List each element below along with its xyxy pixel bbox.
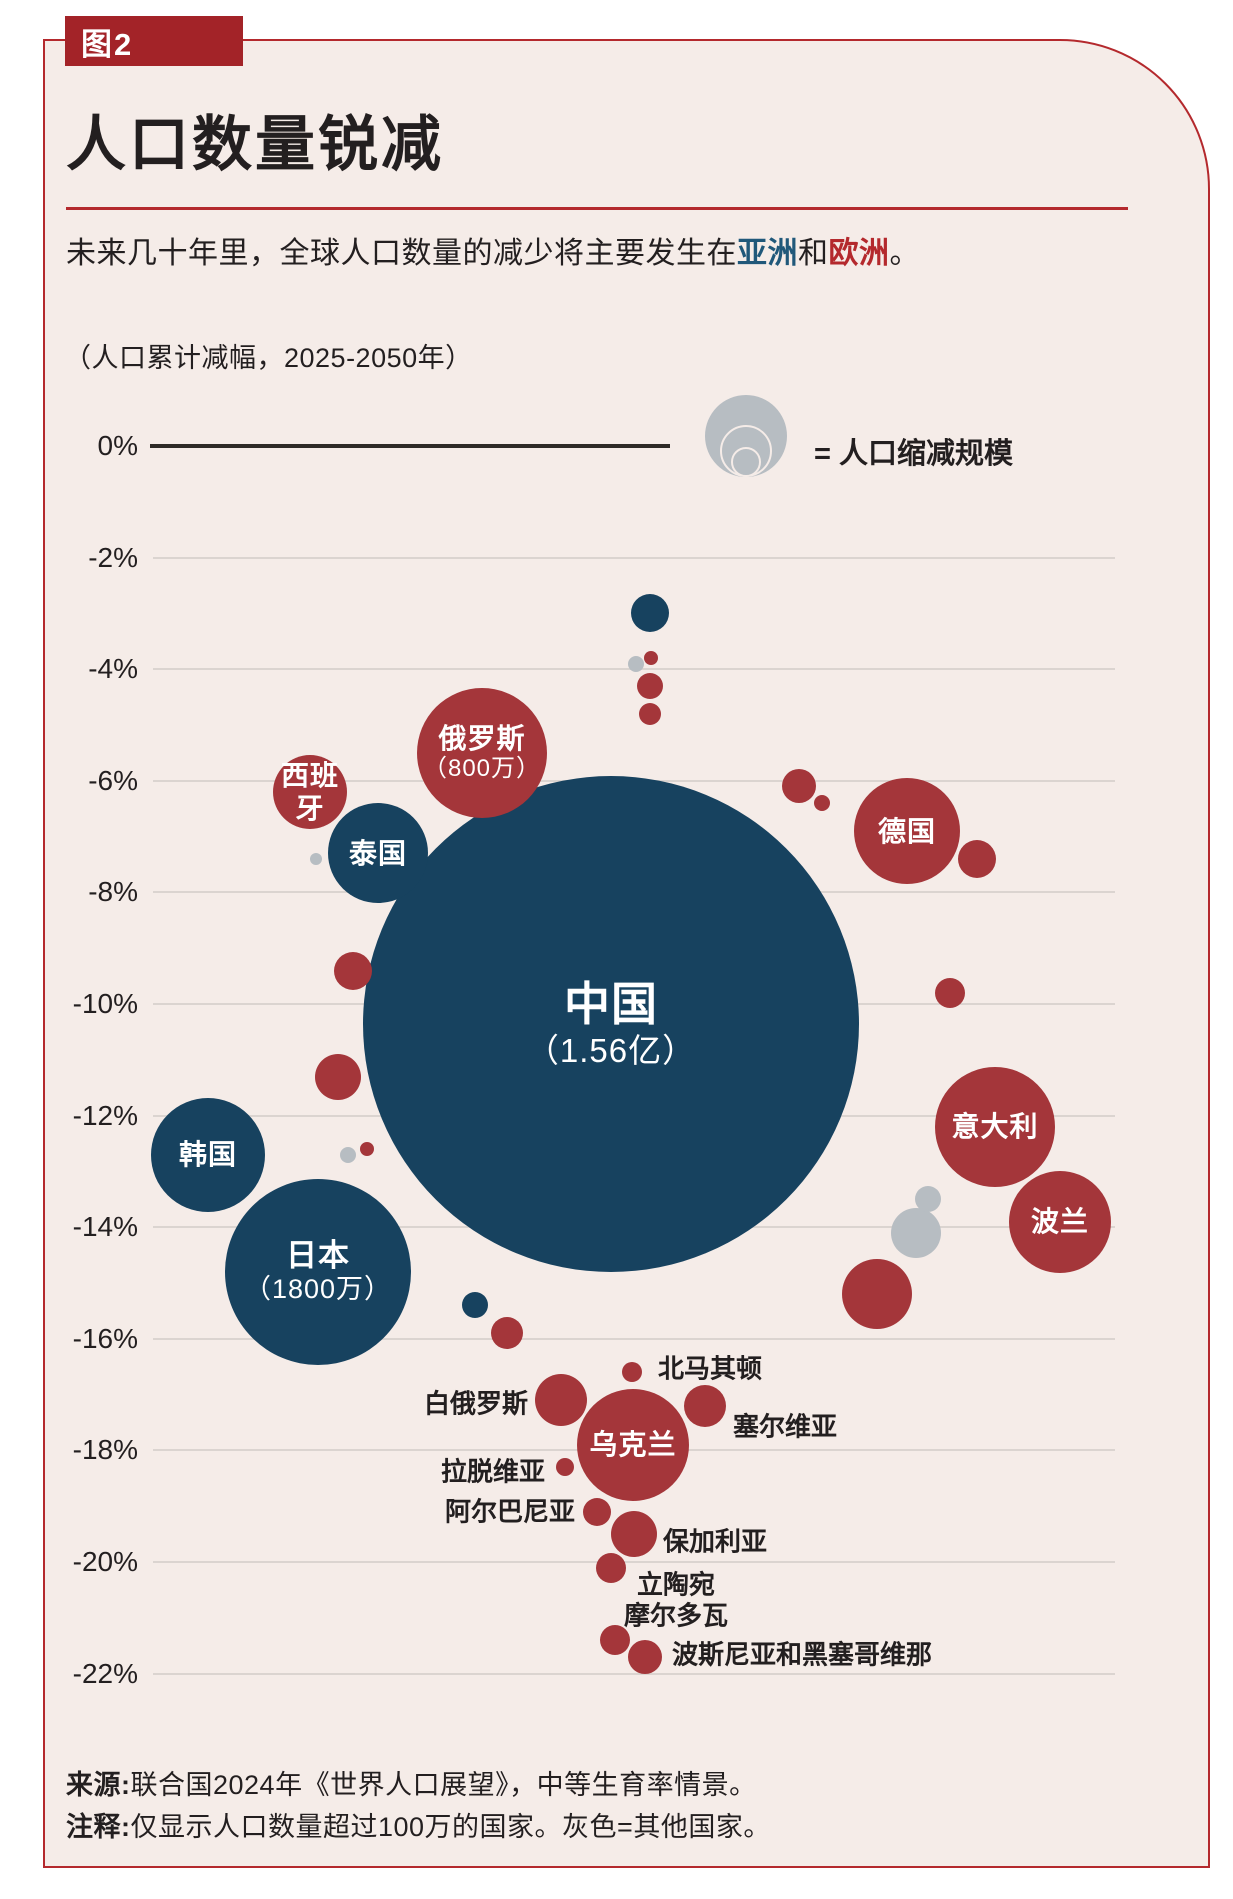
bubble-unlabeled	[491, 1317, 523, 1350]
y-tick-label--14%: -14%	[72, 1211, 138, 1243]
y-tick-label--18%: -18%	[72, 1434, 138, 1466]
figure-badge-label: 图2	[81, 26, 134, 62]
y-tick-label-0%: 0%	[97, 430, 138, 461]
annotation-摩尔多瓦: 摩尔多瓦	[624, 1600, 729, 1631]
bubble-label: 韩国	[178, 1139, 237, 1171]
methodology-note: 注释:仅显示人口数量超过100万的国家。灰色=其他国家。	[66, 1805, 771, 1844]
bubble-意大利: 意大利	[935, 1066, 1055, 1187]
y-tick-label--10%: -10%	[72, 988, 138, 1019]
bubble-sublabel: （1800万）	[243, 1274, 393, 1305]
y-tick-label--6%: -6%	[88, 764, 138, 796]
figure-subtitle: 未来几十年里，全球人口数量的减少将主要发生在亚洲和欧洲。	[66, 228, 920, 272]
bubble-塞尔维亚	[684, 1384, 726, 1427]
y-tick-label--12%: -12%	[72, 1099, 138, 1131]
annotation-阿尔巴尼亚: 阿尔巴尼亚	[444, 1496, 575, 1527]
gridline--20%	[153, 1561, 1115, 1563]
bubble-unlabeled	[814, 795, 830, 812]
bubble-乌克兰: 乌克兰	[577, 1388, 689, 1501]
bubble-unlabeled	[360, 1142, 374, 1157]
bubble-泰国: 泰国	[328, 803, 428, 904]
y-tick-label--20%: -20%	[72, 1546, 138, 1577]
y-tick-label--8%: -8%	[88, 876, 138, 908]
bubble-阿尔巴尼亚	[583, 1497, 611, 1526]
annotation-保加利亚: 保加利亚	[663, 1526, 768, 1557]
bubble-unlabeled	[935, 977, 965, 1008]
source-note: 来源:联合国2024年《世界人口展望》，中等生育率情景。	[66, 1763, 757, 1802]
annotation-北马其顿: 北马其顿	[658, 1353, 763, 1384]
bubble-波斯尼亚和黑塞哥维那	[628, 1639, 662, 1674]
bubble-label: 俄罗斯	[438, 723, 526, 755]
gridline--16%	[153, 1337, 1115, 1340]
bubble-波兰: 波兰	[1009, 1170, 1111, 1273]
bubble-立陶宛	[596, 1552, 626, 1583]
bubble-unlabeled	[462, 1292, 488, 1319]
bubble-label: 德国	[877, 815, 936, 847]
gridline--2%	[153, 556, 1115, 559]
bubble-label: 意大利	[951, 1111, 1039, 1143]
annotation-白俄罗斯: 白俄罗斯	[423, 1388, 528, 1419]
bubble-unlabeled	[782, 769, 816, 804]
bubble-label: 泰国	[348, 837, 407, 869]
bubble-label: 日本	[286, 1237, 350, 1273]
note-text: 仅显示人口数量超过100万的国家。灰色=其他国家。	[130, 1812, 771, 1842]
bubble-unlabeled	[631, 594, 669, 633]
subtitle-text: 未来几十年里，全球人口数量的减少将主要发生在	[66, 237, 737, 270]
bubble-unlabeled	[334, 951, 372, 990]
gridline--22%	[153, 1672, 1115, 1675]
subtitle-asia-highlight: 亚洲	[737, 237, 798, 270]
bubble-韩国: 韩国	[151, 1097, 265, 1212]
subtitle-period: 。	[889, 237, 920, 270]
size-legend-circle-3	[731, 447, 761, 477]
bubble-unlabeled	[915, 1186, 941, 1213]
bubble-unlabeled	[639, 702, 661, 725]
bubble-unlabeled	[842, 1259, 912, 1330]
bubble-unlabeled	[310, 852, 322, 865]
note-prefix: 注释:	[66, 1812, 131, 1842]
annotation-塞尔维亚: 塞尔维亚	[733, 1411, 838, 1442]
axis-unit-note: （人口累计减幅，2025-2050年）	[64, 343, 473, 373]
y-tick-label--2%: -2%	[88, 541, 138, 573]
bubble-unlabeled	[340, 1146, 356, 1163]
bubble-保加利亚	[611, 1511, 657, 1558]
bubble-拉脱维亚	[556, 1458, 574, 1477]
bubble-白俄罗斯	[535, 1374, 587, 1427]
bubble-unlabeled	[958, 839, 996, 878]
bubble-unlabeled	[891, 1207, 941, 1258]
title-rule	[66, 207, 1128, 210]
bubble-俄罗斯: 俄罗斯 （800万）	[417, 687, 547, 818]
bubble-德国: 德国	[854, 778, 960, 885]
source-prefix: 来源:	[66, 1770, 131, 1800]
y-tick-label--22%: -22%	[72, 1657, 138, 1689]
zero-baseline	[150, 444, 670, 448]
annotation-立陶宛: 立陶宛	[637, 1569, 716, 1600]
bubble-unlabeled	[315, 1053, 361, 1100]
bubble-label: 波兰	[1030, 1206, 1089, 1238]
bubble-西班牙: 西班牙	[273, 754, 347, 829]
bubble-sublabel: （800万）	[422, 755, 542, 783]
annotation-波斯尼亚和黑塞哥维那: 波斯尼亚和黑塞哥维那	[672, 1639, 933, 1670]
bubble-unlabeled	[637, 672, 663, 699]
bubble-日本: 日本 （1800万）	[225, 1178, 411, 1365]
bubble-label: 西班牙	[280, 759, 339, 824]
bubble-sublabel: （1.56亿）	[525, 1031, 697, 1069]
source-text: 联合国2024年《世界人口展望》，中等生育率情景。	[130, 1770, 757, 1800]
figure-badge: 图2	[65, 16, 243, 66]
y-tick-label--16%: -16%	[72, 1322, 138, 1354]
size-legend-label: = 人口缩减规模	[814, 438, 1013, 470]
subtitle-and: 和	[798, 237, 829, 270]
bubble-label: 乌克兰	[589, 1429, 677, 1461]
bubble-unlabeled	[628, 655, 644, 672]
bubble-摩尔多瓦	[600, 1625, 630, 1656]
annotation-拉脱维亚: 拉脱维亚	[440, 1456, 545, 1487]
page-title: 人口数量锐减	[66, 111, 444, 178]
bubble-北马其顿	[622, 1362, 642, 1383]
bubble-unlabeled	[644, 651, 658, 666]
bubble-label: 中国	[564, 978, 658, 1031]
subtitle-europe-highlight: 欧洲	[828, 237, 890, 270]
bubble-中国: 中国 （1.56亿）	[363, 776, 859, 1273]
y-tick-label--4%: -4%	[88, 653, 138, 685]
